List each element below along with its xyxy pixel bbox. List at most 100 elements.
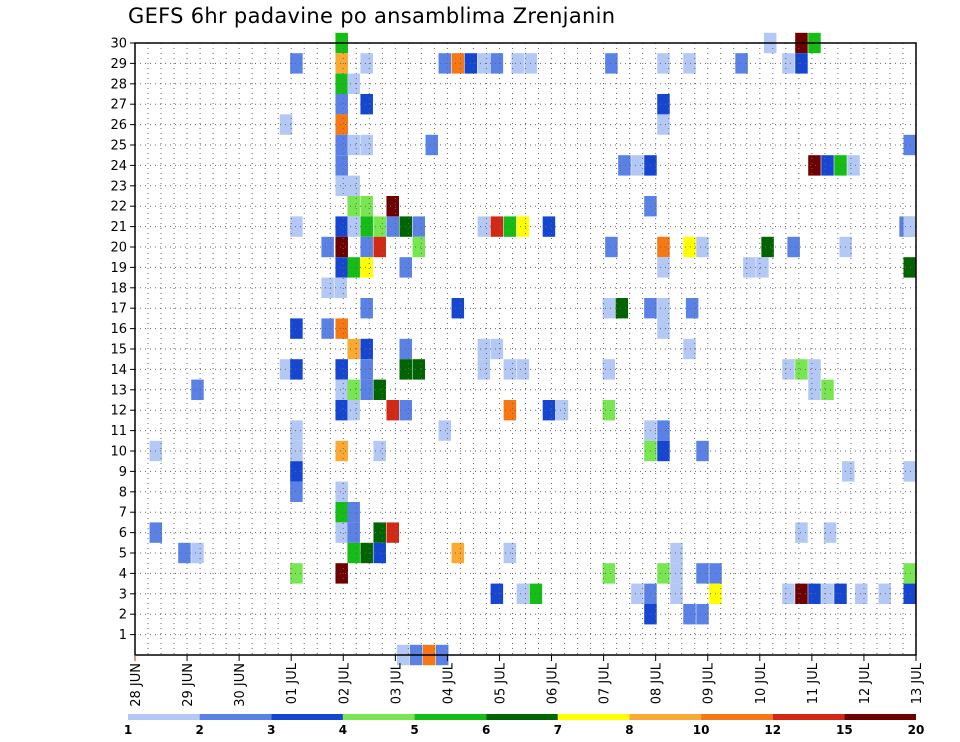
y-tick-label: 14 <box>110 363 127 378</box>
heatmap-cell <box>360 379 373 400</box>
heatmap-cell <box>347 542 360 564</box>
heatmap-cell <box>451 53 465 74</box>
heatmap-cell <box>903 257 916 278</box>
y-tick-label: 6 <box>119 526 127 541</box>
heatmap-cell <box>821 155 834 176</box>
y-tick-label: 9 <box>119 465 127 480</box>
heatmap-cell <box>683 338 696 360</box>
heatmap-cell <box>412 359 426 380</box>
heatmap-cell <box>602 563 616 584</box>
heatmap-cell <box>360 359 373 380</box>
heatmap-cell <box>477 216 491 237</box>
heatmap-cell <box>290 359 303 380</box>
y-tick-label: 22 <box>110 200 127 215</box>
x-tick-label: 13 JUL <box>910 662 925 704</box>
heatmap-cell <box>855 583 868 604</box>
y-tick-label: 5 <box>119 547 127 562</box>
x-tick-label: 10 JUL <box>754 662 769 704</box>
y-tick-label: 18 <box>110 281 127 296</box>
heatmap-cell <box>347 73 360 94</box>
colorbar-segment <box>557 714 630 720</box>
colorbar-tick-label: 15 <box>836 723 853 737</box>
x-tick-label: 07 JUL <box>598 662 613 704</box>
heatmap-cell <box>373 216 386 237</box>
heatmap-cell <box>290 53 303 74</box>
heatmap-cell <box>903 134 916 156</box>
heatmap-cell <box>335 114 348 135</box>
y-tick-label: 16 <box>110 322 127 337</box>
chart-title: GEFS 6hr padavine po ansamblima Zrenjani… <box>128 4 616 28</box>
heatmap-cell <box>503 542 517 564</box>
heatmap-cell <box>451 298 465 319</box>
colorbar-tick-label: 7 <box>554 723 562 737</box>
y-tick-label: 26 <box>110 118 127 133</box>
heatmap-cell <box>683 604 696 625</box>
heatmap-cell <box>756 257 769 278</box>
y-tick-label: 23 <box>110 179 127 194</box>
heatmap-cell <box>808 379 821 400</box>
heatmap-cell <box>683 236 696 258</box>
colorbar-tick-label: 10 <box>693 723 710 737</box>
y-tick-label: 15 <box>110 343 127 358</box>
heatmap-cell <box>347 502 360 523</box>
heatmap-cell <box>490 338 504 360</box>
heatmap-cell <box>602 400 616 421</box>
heatmap-cell <box>795 53 808 74</box>
y-tick-label: 28 <box>110 77 127 92</box>
heatmap-cell <box>347 175 360 196</box>
heatmap-cell <box>335 563 348 584</box>
heatmap-cell <box>477 359 491 380</box>
heatmap-cell <box>335 400 348 421</box>
heatmap-cell <box>490 216 504 237</box>
heatmap-cell <box>842 461 855 482</box>
heatmap-cell <box>670 583 683 604</box>
heatmap-cell <box>360 236 373 258</box>
heatmap-cell <box>360 94 373 115</box>
heatmap-cell <box>335 359 348 380</box>
heatmap-cell <box>290 318 303 339</box>
y-tick-label: 29 <box>110 57 127 72</box>
colorbar-segment <box>844 714 916 720</box>
heatmap-cell <box>696 236 709 258</box>
heatmap-cell <box>696 563 709 584</box>
heatmap-cell <box>808 155 821 176</box>
y-tick-label: 21 <box>110 220 127 235</box>
heatmap-cell <box>290 481 303 502</box>
heatmap-cell <box>347 257 360 278</box>
heatmap-cell <box>761 236 774 258</box>
heatmap-cell <box>335 94 348 115</box>
y-tick-label: 10 <box>110 445 127 460</box>
heatmap-cell <box>373 542 386 564</box>
heatmap-cell <box>782 583 795 604</box>
heatmap-cell <box>657 318 670 339</box>
x-tick-label: 05 JUL <box>493 662 508 704</box>
x-tick-label: 11 JUL <box>806 662 821 704</box>
heatmap-cell <box>290 440 303 462</box>
heatmap-cells <box>149 32 916 666</box>
heatmap-cell <box>657 298 670 319</box>
colorbar-tick-label: 4 <box>339 723 347 737</box>
heatmap-cell <box>335 318 348 339</box>
y-tick-label: 1 <box>119 628 127 643</box>
heatmap-cell <box>685 298 699 319</box>
heatmap-cell <box>516 359 530 380</box>
colorbar-segment <box>629 714 702 720</box>
heatmap-cell <box>615 298 629 319</box>
heatmap-cell <box>618 155 631 176</box>
x-tick-label: 08 JUL <box>650 662 665 704</box>
heatmap-cell <box>335 134 348 156</box>
colorbar-segment <box>199 714 272 720</box>
heatmap-cell <box>511 53 524 74</box>
heatmap-cell <box>290 563 303 584</box>
colorbar-tick-label: 3 <box>267 723 275 737</box>
colorbar-tick-label: 8 <box>625 723 633 737</box>
heatmap-cell <box>503 216 517 237</box>
heatmap-cell <box>605 236 618 258</box>
heatmap-cell <box>321 236 334 258</box>
heatmap-cell <box>903 461 916 482</box>
x-tick-label: 30 JUN <box>233 663 248 707</box>
x-tick-label: 29 JUN <box>181 663 196 707</box>
heatmap-cell <box>335 379 348 400</box>
heatmap-cell <box>903 216 916 237</box>
heatmap-cell <box>373 379 386 400</box>
